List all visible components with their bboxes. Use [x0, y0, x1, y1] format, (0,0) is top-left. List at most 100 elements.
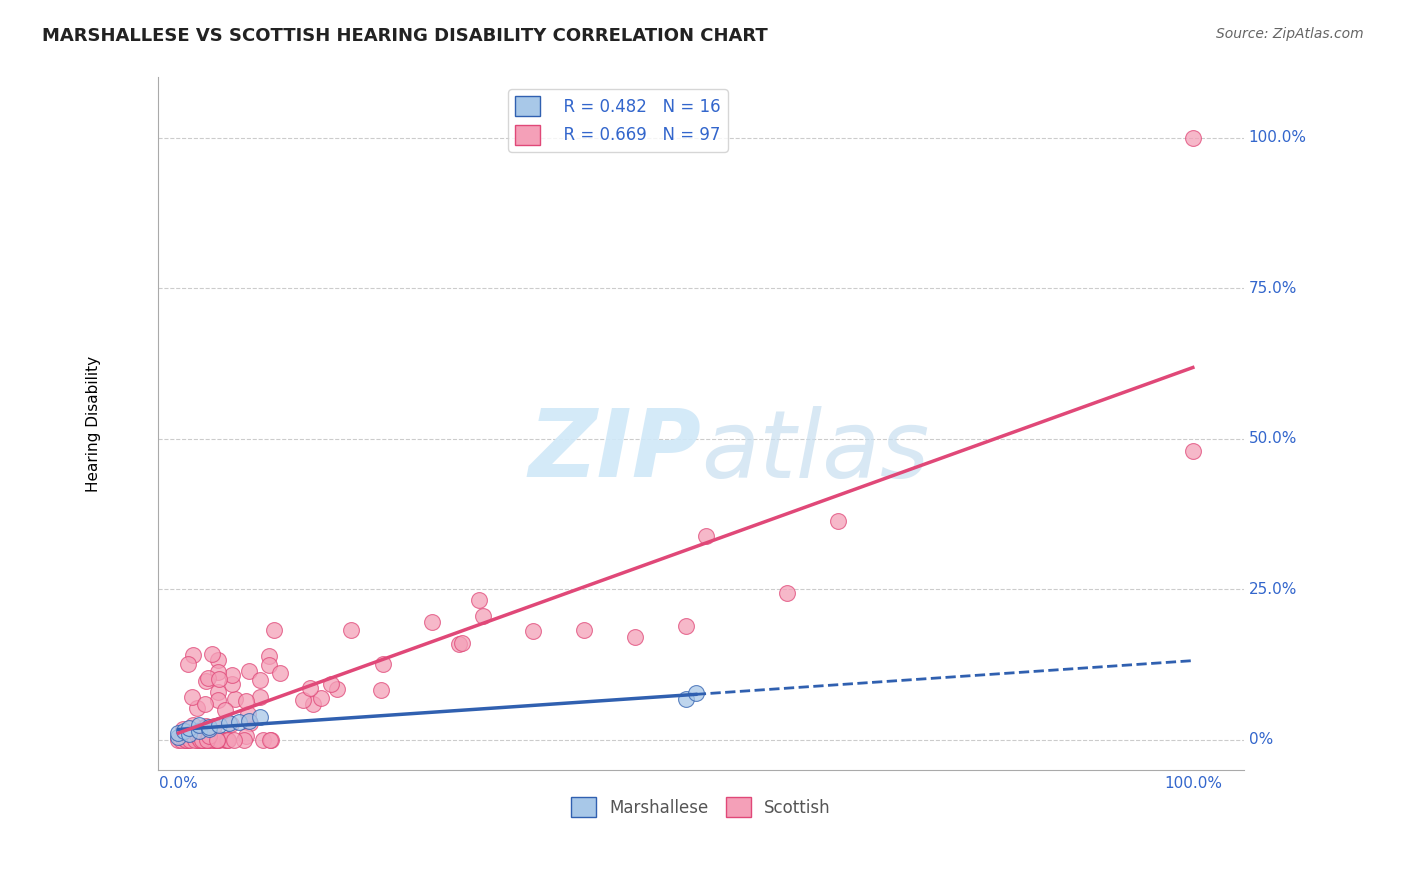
Point [191, 721, 214, 735]
Point [167, 730, 190, 744]
Point [224, 692, 246, 706]
Point [187, 730, 209, 744]
Point [194, 674, 217, 689]
Point [471, 608, 494, 623]
Point [451, 635, 474, 649]
Point [184, 732, 207, 747]
Point [208, 732, 231, 747]
Point [370, 683, 392, 698]
Point [260, 732, 283, 747]
Text: 100.0%: 100.0% [1164, 776, 1222, 791]
Point [319, 677, 342, 691]
Point [259, 657, 281, 672]
Text: 25.0%: 25.0% [1249, 582, 1296, 597]
Point [208, 718, 231, 732]
Point [176, 732, 198, 747]
Point [179, 732, 201, 747]
Point [200, 732, 222, 747]
Point [195, 719, 218, 733]
Point [215, 732, 238, 747]
Point [188, 732, 211, 747]
Point [207, 684, 229, 698]
Point [219, 716, 242, 731]
Point [291, 693, 314, 707]
Point [675, 692, 697, 706]
Point [202, 719, 225, 733]
Point [177, 721, 200, 735]
Point [574, 623, 596, 637]
Point [257, 649, 280, 664]
Point [468, 593, 491, 607]
Legend: Marshallese, Scottish: Marshallese, Scottish [565, 790, 837, 824]
Point [187, 723, 209, 738]
Point [249, 673, 271, 687]
Point [177, 657, 200, 672]
Point [198, 722, 221, 736]
Point [207, 665, 229, 680]
Point [827, 514, 849, 528]
Point [205, 732, 228, 747]
Point [249, 710, 271, 724]
Point [197, 672, 219, 686]
Point [221, 677, 243, 691]
Point [675, 618, 697, 632]
Point [233, 732, 256, 747]
Point [191, 732, 214, 747]
Point [302, 697, 325, 711]
Point [373, 657, 395, 672]
Point [170, 732, 193, 747]
Point [194, 697, 217, 711]
Point [624, 630, 647, 644]
Point [167, 732, 190, 747]
Point [217, 732, 239, 747]
Point [208, 732, 231, 747]
Point [172, 722, 194, 736]
Point [238, 664, 260, 678]
Point [191, 732, 214, 747]
Point [186, 732, 208, 747]
Point [238, 714, 260, 728]
Point [194, 732, 217, 747]
Text: Hearing Disability: Hearing Disability [86, 356, 101, 491]
Text: 75.0%: 75.0% [1249, 281, 1296, 296]
Point [259, 732, 281, 747]
Point [235, 729, 257, 743]
Point [202, 732, 225, 747]
Text: Source: ZipAtlas.com: Source: ZipAtlas.com [1216, 27, 1364, 41]
Point [420, 615, 443, 629]
Point [447, 637, 470, 651]
Text: atlas: atlas [700, 406, 929, 497]
Text: 0%: 0% [1249, 732, 1272, 747]
Point [195, 732, 218, 747]
Text: 0.0%: 0.0% [159, 776, 198, 791]
Point [197, 732, 219, 747]
Point [1181, 443, 1204, 458]
Text: 50.0%: 50.0% [1249, 431, 1296, 446]
Point [167, 725, 190, 739]
Point [177, 727, 200, 741]
Point [181, 690, 204, 704]
Text: 100.0%: 100.0% [1249, 130, 1306, 145]
Point [236, 707, 259, 722]
Point [326, 681, 349, 696]
Point [198, 720, 221, 734]
Point [263, 623, 285, 637]
Point [181, 718, 204, 732]
Point [208, 672, 231, 686]
Point [186, 701, 208, 715]
Point [685, 686, 707, 700]
Point [205, 732, 228, 747]
Point [695, 528, 717, 542]
Point [174, 732, 197, 747]
Point [181, 648, 204, 662]
Point [249, 690, 271, 704]
Point [228, 714, 250, 729]
Point [1181, 130, 1204, 145]
Point [207, 652, 229, 666]
Point [235, 694, 257, 708]
Point [224, 732, 246, 747]
Point [187, 732, 209, 747]
Text: MARSHALLESE VS SCOTTISH HEARING DISABILITY CORRELATION CHART: MARSHALLESE VS SCOTTISH HEARING DISABILI… [42, 27, 768, 45]
Point [204, 732, 226, 747]
Point [214, 702, 236, 716]
